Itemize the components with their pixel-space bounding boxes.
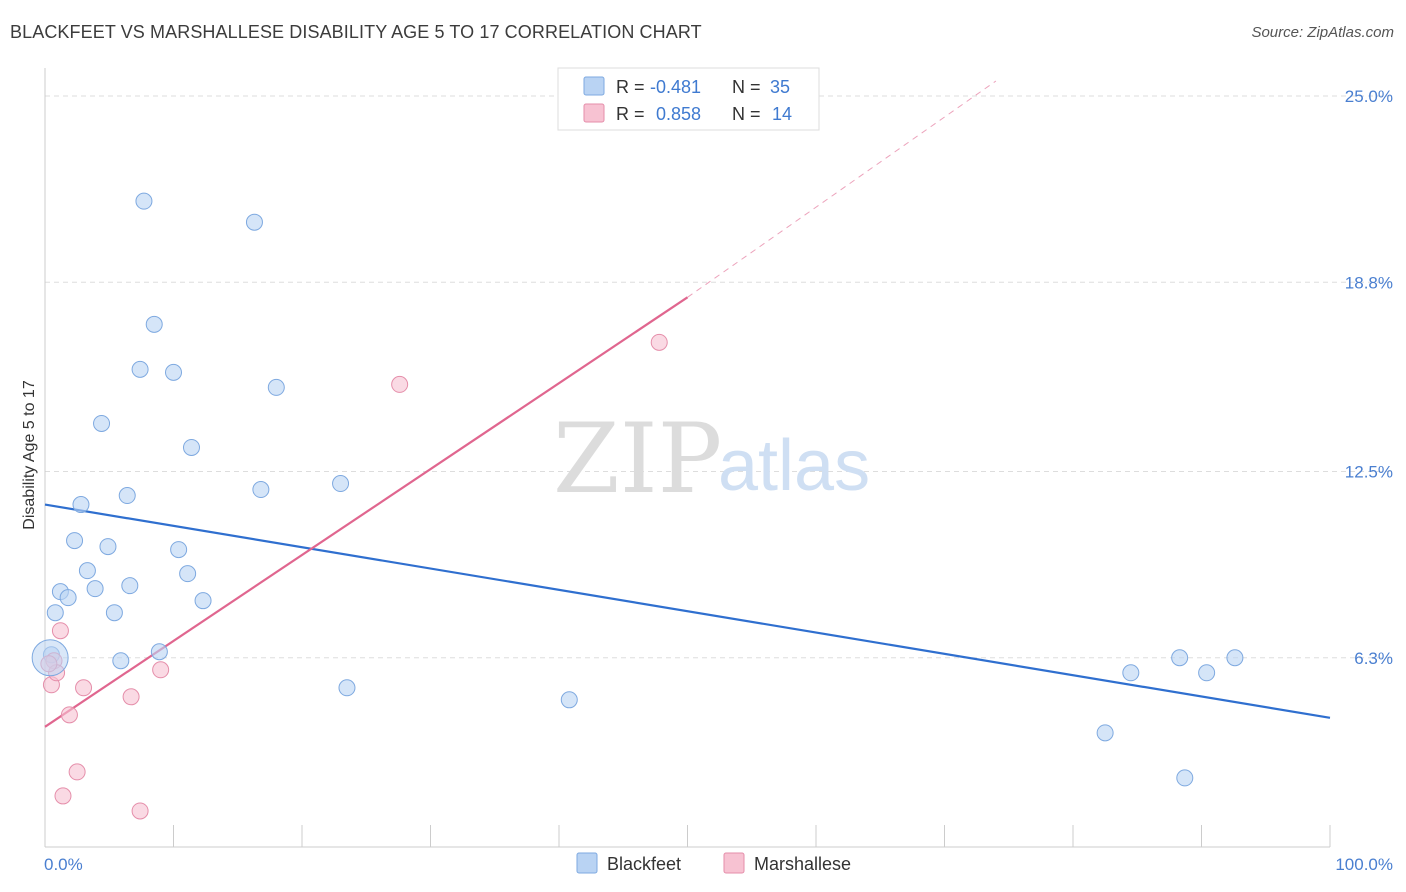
- data-point-blackfeet: [1096, 724, 1114, 742]
- legend-r-value: 0.858: [656, 104, 701, 124]
- x-tick-label: 100.0%: [1335, 855, 1393, 874]
- data-point-blackfeet: [1122, 664, 1140, 682]
- watermark-zip: ZIP: [553, 403, 722, 515]
- data-point-marshallese: [60, 706, 78, 724]
- data-point-blackfeet: [1171, 649, 1189, 667]
- bottom-legend-swatch-blackfeet: [576, 852, 598, 874]
- legend-n-value: 35: [770, 77, 790, 97]
- data-point-blackfeet: [72, 496, 90, 514]
- data-point-marshallese: [51, 622, 69, 640]
- data-point-marshallese: [131, 802, 149, 820]
- data-point-blackfeet: [182, 438, 200, 456]
- data-point-blackfeet: [332, 475, 350, 493]
- data-point-blackfeet: [1176, 769, 1194, 787]
- bottom-legend: Blackfeet Marshallese: [576, 852, 851, 874]
- bottom-legend-swatch-marshallese: [723, 852, 745, 874]
- legend-swatch-marshallese: [583, 103, 605, 123]
- chart-title: BLACKFEET VS MARSHALLESE DISABILITY AGE …: [10, 22, 702, 42]
- data-point-blackfeet: [165, 363, 182, 381]
- legend-r-label: R =: [616, 77, 645, 97]
- data-point-blackfeet: [46, 604, 64, 622]
- axes: [44, 68, 1331, 848]
- data-point-blackfeet: [105, 604, 123, 622]
- tick-labels: 6.3% 12.5% 18.8% 25.0% 0.0% 100.0%: [44, 87, 1393, 874]
- chart-source: Source: ZipAtlas.com: [1251, 24, 1394, 41]
- data-point-marshallese: [68, 763, 86, 781]
- data-point-blackfeet: [1198, 664, 1216, 682]
- y-tick-label: 18.8%: [1345, 273, 1393, 292]
- data-point-blackfeet: [170, 541, 188, 559]
- data-point-blackfeet: [267, 378, 285, 396]
- data-point-marshallese: [152, 661, 170, 679]
- data-point-blackfeet: [560, 691, 578, 709]
- data-point-marshallese: [391, 375, 409, 393]
- trend-line-marshallese: [687, 80, 997, 298]
- legend-n-value: 14: [772, 104, 792, 124]
- data-point-blackfeet: [245, 213, 263, 231]
- legend-r-label: R =: [616, 104, 645, 124]
- data-point-marshallese: [650, 333, 668, 351]
- data-point-blackfeet: [112, 652, 130, 670]
- data-point-blackfeet: [1226, 649, 1244, 667]
- data-point-blackfeet: [99, 538, 117, 556]
- data-point-blackfeet: [145, 315, 163, 333]
- data-point-marshallese: [122, 688, 140, 706]
- y-tick-label: 25.0%: [1345, 87, 1393, 106]
- legend-n-label: N =: [732, 77, 761, 97]
- legend-swatch-blackfeet: [583, 76, 605, 96]
- data-point-blackfeet: [194, 592, 212, 610]
- bottom-legend-label-marshallese: Marshallese: [754, 854, 851, 874]
- data-point-blackfeet: [66, 532, 84, 550]
- data-point-blackfeet: [78, 562, 96, 580]
- data-point-blackfeet: [131, 360, 149, 378]
- gridlines: [45, 95, 1393, 659]
- data-point-blackfeet: [338, 679, 356, 697]
- data-points: [31, 192, 1244, 820]
- data-point-blackfeet: [179, 565, 197, 583]
- bottom-legend-label-blackfeet: Blackfeet: [607, 854, 681, 874]
- data-point-blackfeet: [59, 589, 77, 607]
- x-tick-label: 0.0%: [44, 855, 83, 874]
- trend-line-blackfeet: [44, 503, 1331, 719]
- watermark-atlas: atlas: [718, 426, 870, 506]
- data-point-marshallese: [54, 787, 72, 805]
- data-point-blackfeet: [86, 580, 104, 598]
- y-tick-label: 6.3%: [1354, 649, 1393, 668]
- data-point-blackfeet: [93, 414, 111, 432]
- legend-r-value: -0.481: [650, 77, 701, 97]
- data-point-blackfeet: [252, 481, 270, 499]
- data-point-marshallese: [75, 679, 93, 697]
- y-tick-label: 12.5%: [1345, 463, 1393, 482]
- data-point-blackfeet: [135, 192, 153, 210]
- legend: R = -0.481 N = 35 R = 0.858 N = 14: [557, 67, 820, 131]
- data-point-blackfeet-cluster: [31, 639, 69, 677]
- data-point-blackfeet: [150, 643, 168, 661]
- y-axis-label: Disability Age 5 to 17: [21, 380, 38, 530]
- data-point-blackfeet: [121, 577, 139, 595]
- legend-n-label: N =: [732, 104, 761, 124]
- data-point-blackfeet: [118, 487, 136, 505]
